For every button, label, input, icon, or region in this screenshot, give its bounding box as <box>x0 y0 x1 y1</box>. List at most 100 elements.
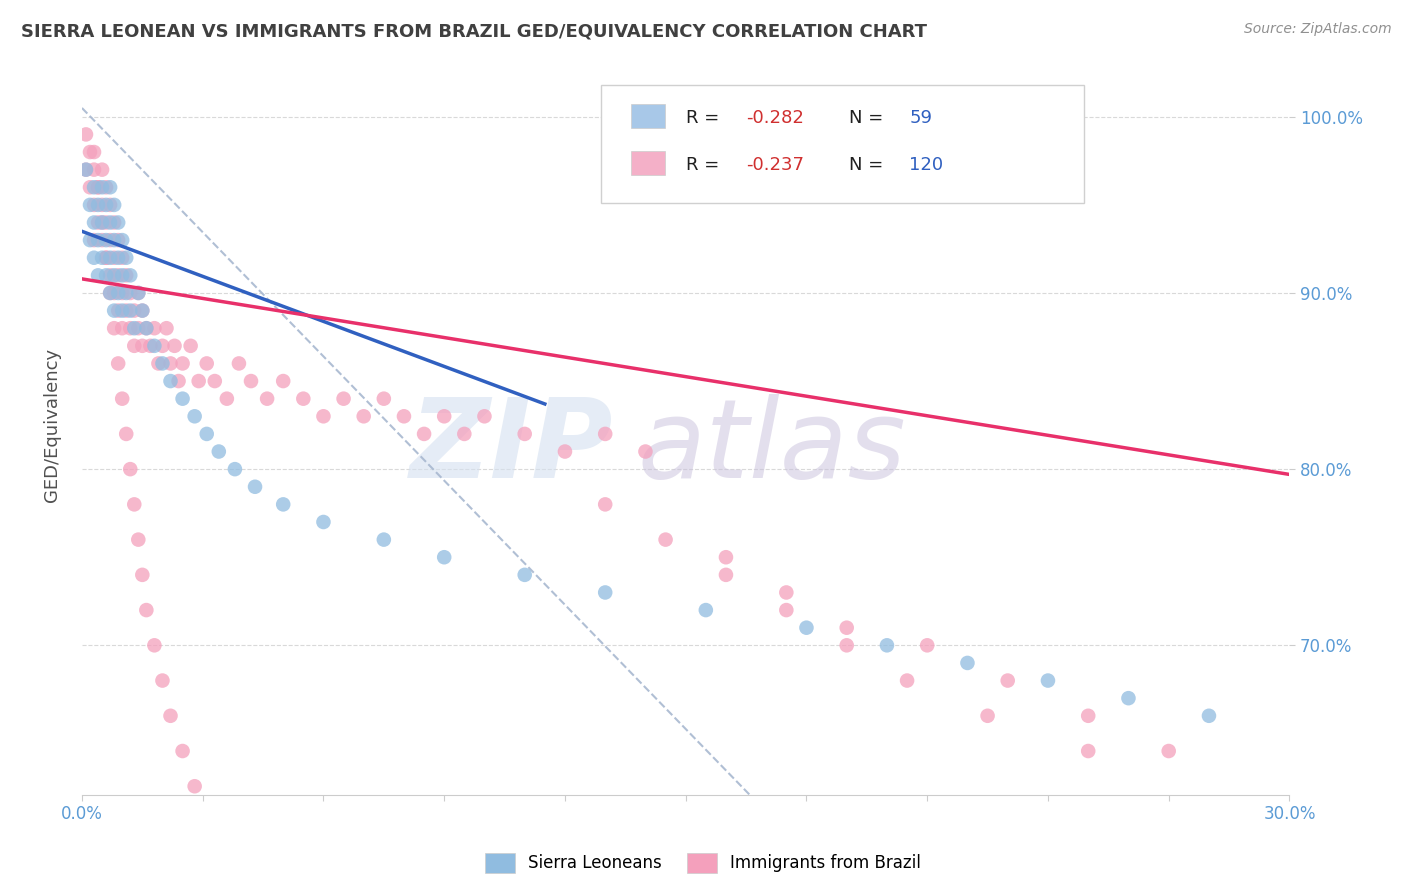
Point <box>87 180 110 194</box>
Point <box>98 251 121 265</box>
Text: atlas: atlas <box>637 393 905 500</box>
Point <box>115 268 138 283</box>
Point <box>107 303 129 318</box>
Point <box>83 233 105 247</box>
Point <box>474 409 496 424</box>
Point <box>152 339 174 353</box>
Point <box>224 462 246 476</box>
Point <box>695 603 717 617</box>
Point <box>87 215 110 229</box>
Point <box>413 426 436 441</box>
Point <box>215 392 238 406</box>
Text: ZIP: ZIP <box>409 393 613 500</box>
Legend: Sierra Leoneans, Immigrants from Brazil: Sierra Leoneans, Immigrants from Brazil <box>478 847 928 880</box>
Text: 120: 120 <box>910 156 943 174</box>
Point <box>79 180 101 194</box>
Point <box>87 268 110 283</box>
Point <box>79 198 101 212</box>
Point <box>91 215 114 229</box>
Point <box>79 145 101 159</box>
Point <box>131 303 153 318</box>
Point <box>232 885 254 892</box>
Point <box>634 444 657 458</box>
Point <box>103 215 125 229</box>
Point <box>172 744 194 758</box>
Point <box>103 321 125 335</box>
Point <box>152 356 174 370</box>
Point <box>373 533 395 547</box>
Point <box>124 303 146 318</box>
Point <box>1118 691 1140 706</box>
Point <box>124 497 146 511</box>
Point <box>103 268 125 283</box>
Point <box>120 303 142 318</box>
Point <box>120 462 142 476</box>
Point <box>256 392 278 406</box>
Point <box>195 426 218 441</box>
Point <box>240 374 263 388</box>
Point <box>152 673 174 688</box>
Point <box>433 409 456 424</box>
Point <box>79 233 101 247</box>
Point <box>127 321 149 335</box>
Point <box>775 603 797 617</box>
Point <box>127 285 149 300</box>
Point <box>195 356 218 370</box>
Point <box>103 233 125 247</box>
Point <box>997 673 1019 688</box>
Point <box>876 638 898 652</box>
Point <box>103 251 125 265</box>
Point <box>124 321 146 335</box>
Point <box>513 567 536 582</box>
Point <box>187 374 209 388</box>
Point <box>143 638 166 652</box>
Point <box>915 638 938 652</box>
Text: 59: 59 <box>910 109 932 127</box>
Point <box>83 215 105 229</box>
Point <box>271 497 294 511</box>
Point <box>714 567 737 582</box>
Point <box>180 339 202 353</box>
Point <box>98 285 121 300</box>
Point <box>94 198 117 212</box>
Point <box>120 321 142 335</box>
Point <box>83 251 105 265</box>
Point <box>115 426 138 441</box>
Point <box>143 321 166 335</box>
Text: Source: ZipAtlas.com: Source: ZipAtlas.com <box>1244 22 1392 37</box>
Point <box>98 198 121 212</box>
Text: -0.237: -0.237 <box>747 156 804 174</box>
Point <box>127 533 149 547</box>
Text: N =: N = <box>849 156 889 174</box>
Point <box>94 268 117 283</box>
Point <box>353 409 375 424</box>
Point <box>107 356 129 370</box>
Point <box>312 515 335 529</box>
Point <box>976 708 998 723</box>
Point <box>392 409 415 424</box>
Point <box>554 444 576 458</box>
Point <box>208 444 231 458</box>
Point <box>835 638 858 652</box>
Point <box>91 233 114 247</box>
Point <box>1077 708 1099 723</box>
Point <box>83 145 105 159</box>
Point <box>148 356 170 370</box>
Point <box>1157 744 1180 758</box>
Point <box>1036 673 1059 688</box>
Point <box>956 656 979 670</box>
Point <box>796 621 818 635</box>
Point <box>1198 708 1220 723</box>
FancyBboxPatch shape <box>602 85 1084 203</box>
Point <box>91 215 114 229</box>
Point <box>163 339 186 353</box>
Point <box>204 374 226 388</box>
Point <box>835 621 858 635</box>
Point <box>98 215 121 229</box>
Point <box>775 585 797 599</box>
Point <box>593 497 616 511</box>
Point <box>453 426 475 441</box>
Point <box>139 339 162 353</box>
Point <box>111 285 134 300</box>
Bar <box>631 151 665 176</box>
